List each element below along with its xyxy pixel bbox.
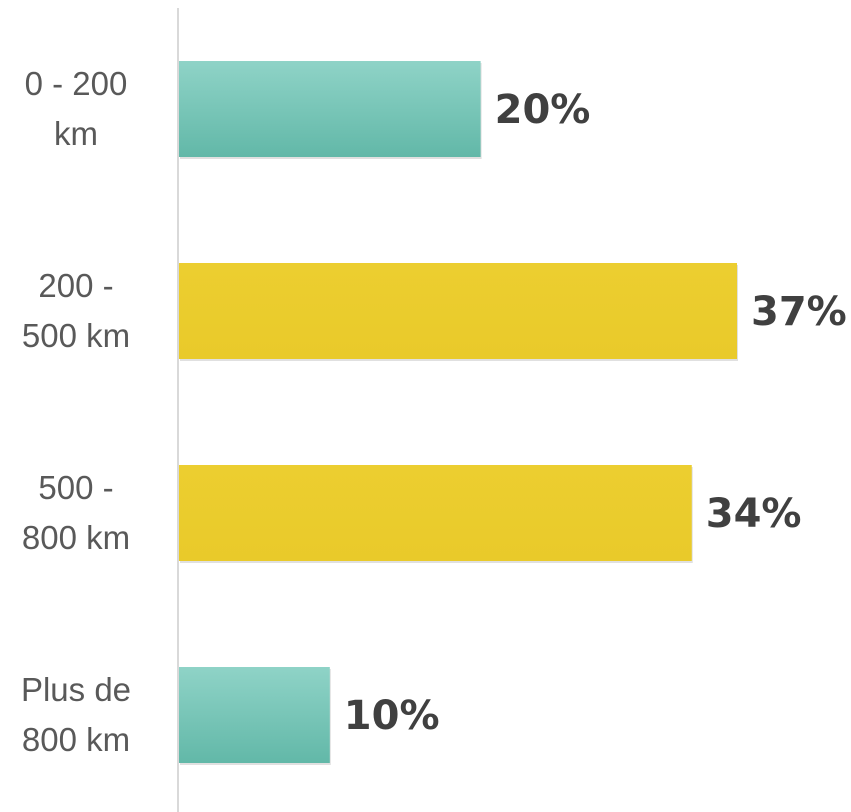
- category-label-line: 0 - 200: [25, 65, 128, 102]
- category-label-line: 200 -: [38, 267, 113, 304]
- category-label: 500 - 800 km: [22, 469, 130, 556]
- category-label: 0 - 200 km: [25, 65, 128, 152]
- category-label-line: 500 km: [22, 317, 130, 354]
- value-label: 20%: [495, 87, 591, 133]
- bar: [179, 667, 330, 763]
- bar: [179, 263, 737, 359]
- value-label: 34%: [706, 491, 802, 537]
- labels-group: 20% 0 - 200 km 37% 200 - 500 km 34% 500 - 800 km…: [21, 65, 847, 758]
- category-label-line: 800 km: [22, 721, 130, 758]
- category-label-line: Plus de: [21, 671, 131, 708]
- category-label: Plus de 800 km: [21, 671, 131, 758]
- value-label: 37%: [751, 289, 847, 335]
- category-label: 200 - 500 km: [22, 267, 130, 354]
- category-label-line: km: [54, 115, 98, 152]
- category-label-line: 800 km: [22, 519, 130, 556]
- bar: [179, 61, 481, 157]
- bars-group: [179, 61, 738, 765]
- category-label-line: 500 -: [38, 469, 113, 506]
- bar: [179, 465, 692, 561]
- value-label: 10%: [344, 693, 440, 739]
